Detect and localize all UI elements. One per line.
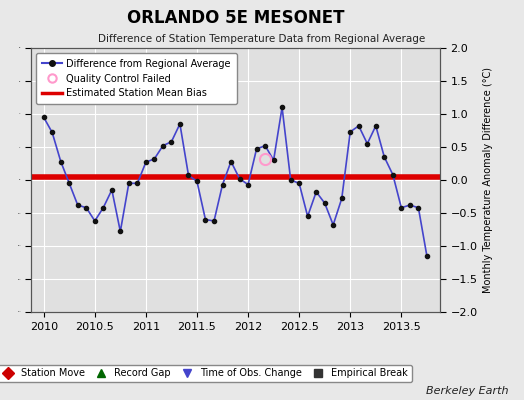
Text: Difference of Station Temperature Data from Regional Average: Difference of Station Temperature Data f… bbox=[99, 34, 425, 44]
Title: ORLANDO 5E MESONET: ORLANDO 5E MESONET bbox=[127, 9, 345, 27]
Legend: Station Move, Record Gap, Time of Obs. Change, Empirical Break: Station Move, Record Gap, Time of Obs. C… bbox=[0, 365, 411, 382]
Text: Berkeley Earth: Berkeley Earth bbox=[426, 386, 508, 396]
Y-axis label: Monthly Temperature Anomaly Difference (°C): Monthly Temperature Anomaly Difference (… bbox=[483, 67, 493, 293]
